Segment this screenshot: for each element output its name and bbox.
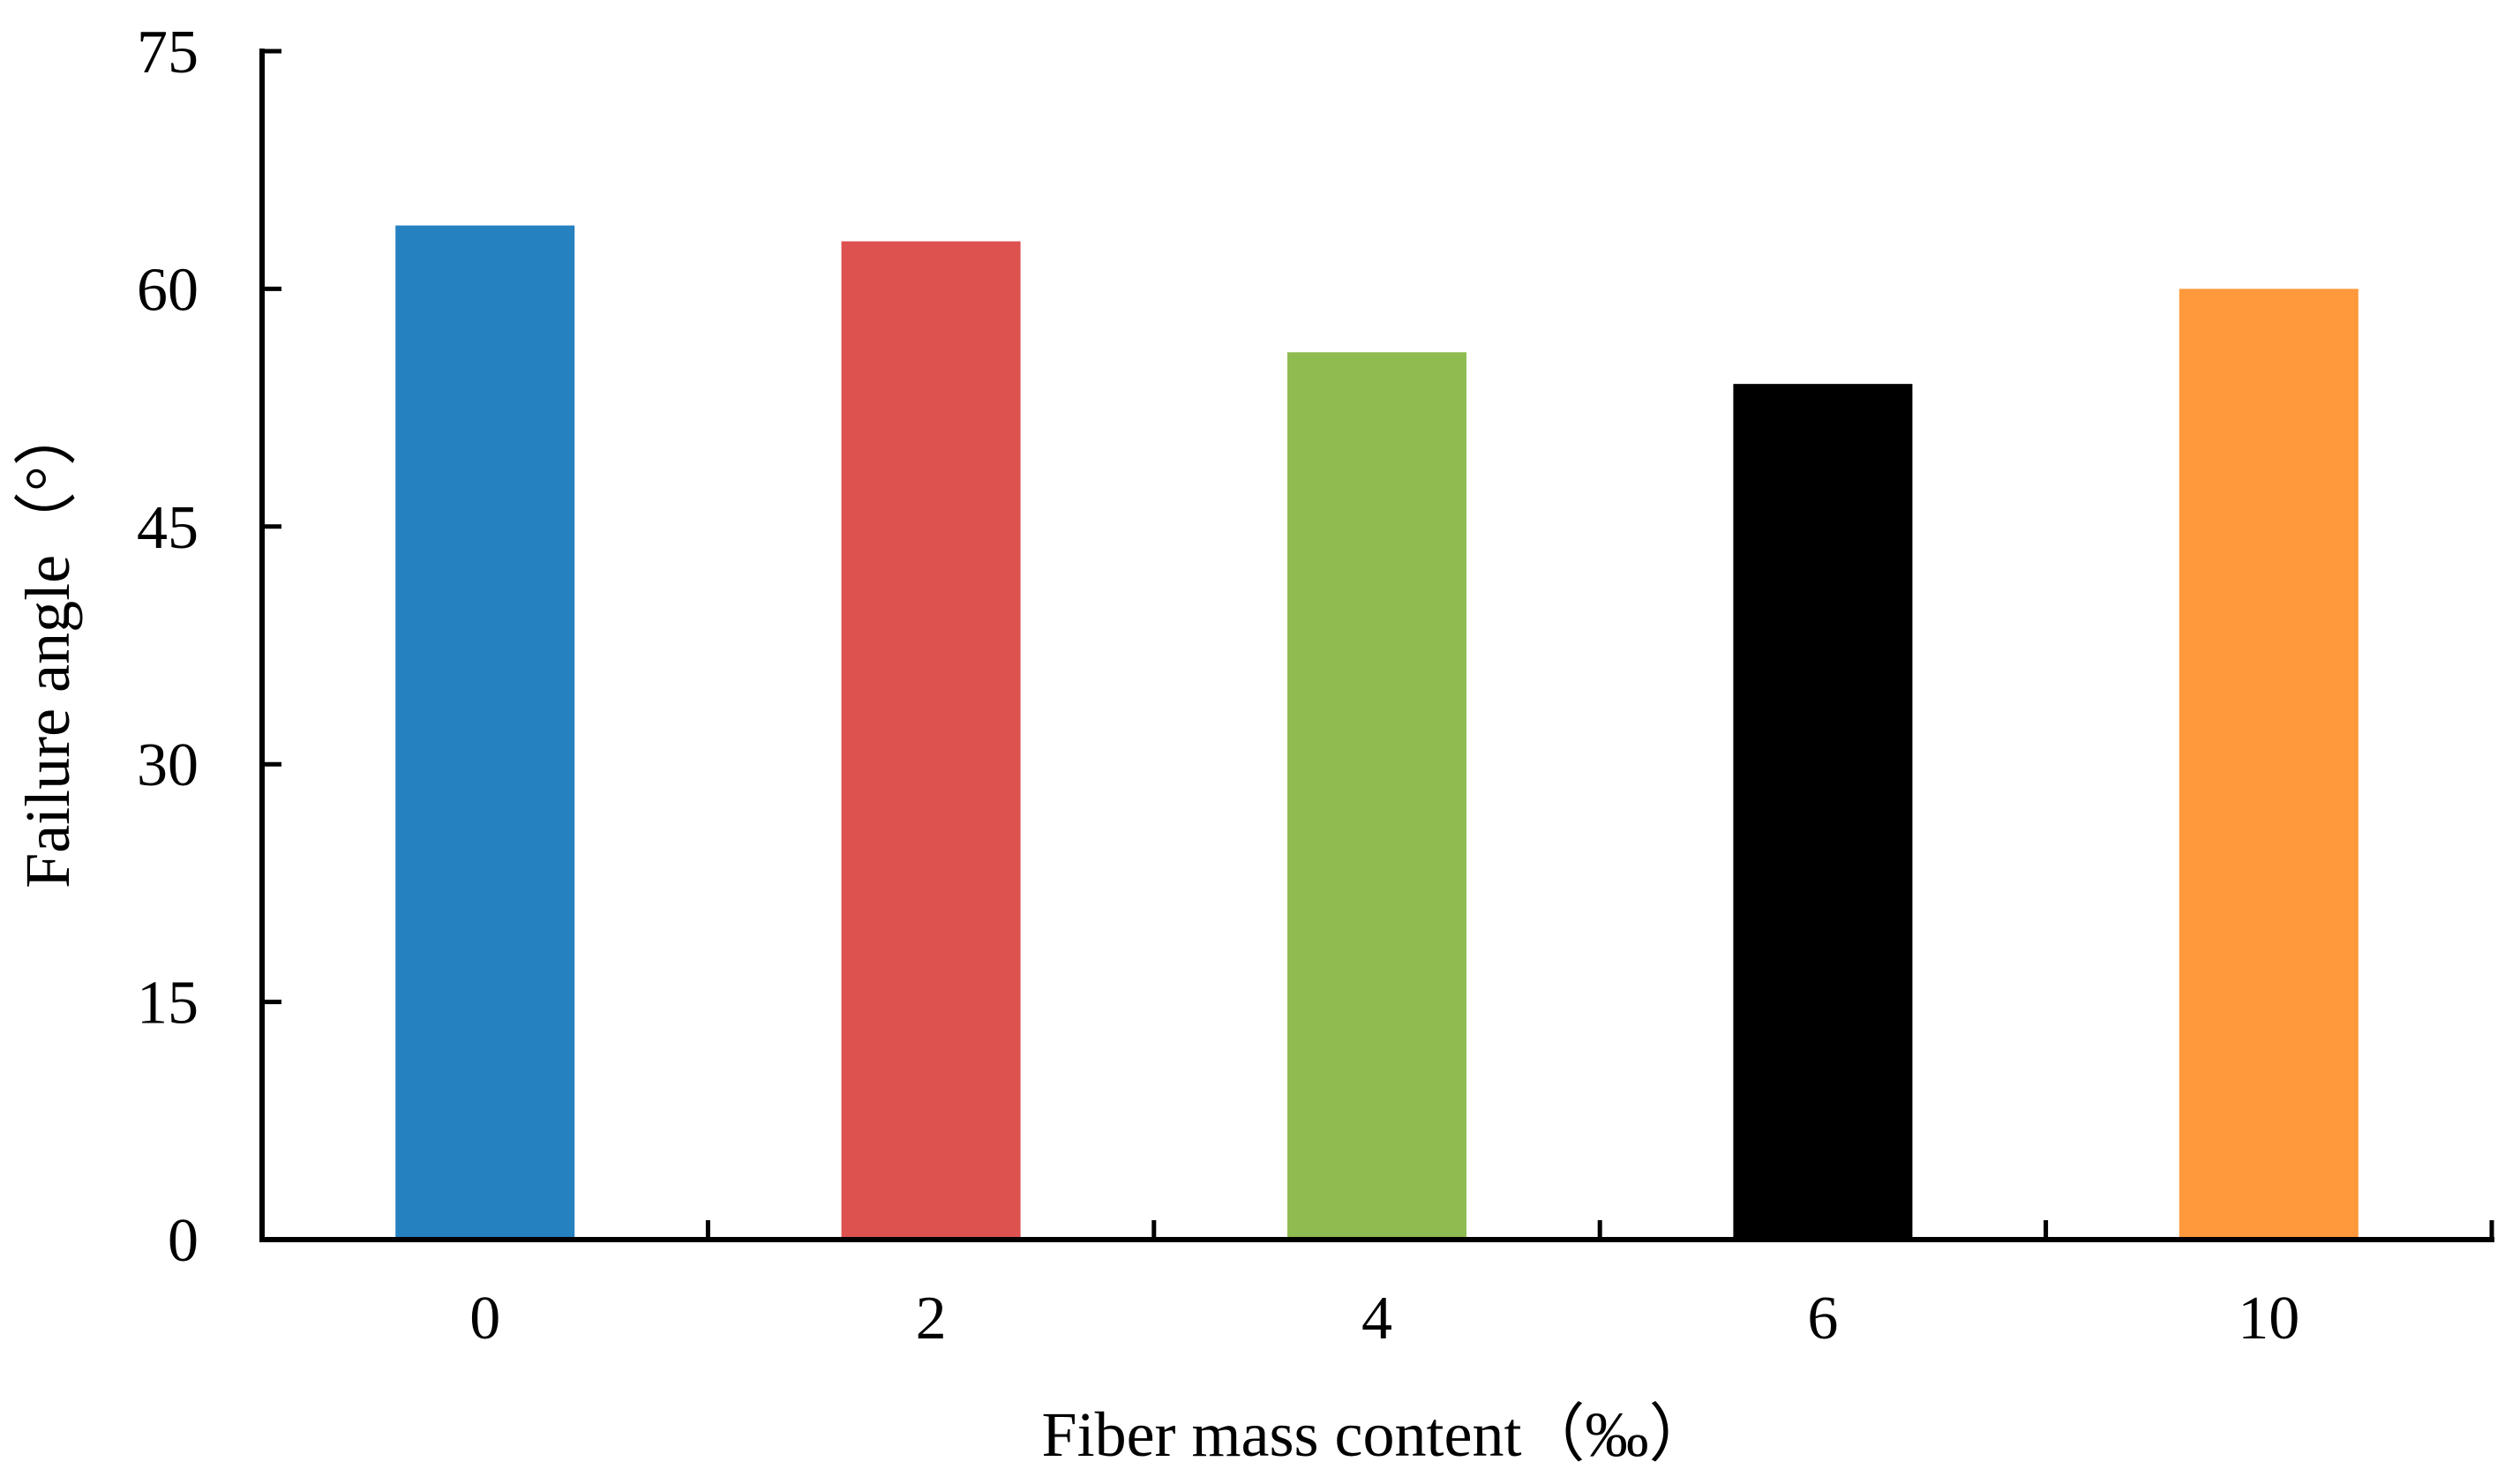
bar-0 — [395, 225, 575, 1240]
x-ticks-group: 0 2 4 6 10 — [259, 1220, 2494, 1353]
x-tick-label-4: 4 — [1361, 1285, 1392, 1353]
y-tick-label-60: 60 — [137, 256, 199, 324]
x-axis-title: Fiber mass content（‰） — [1042, 1399, 1713, 1470]
y-ticks-group: 0 15 30 45 60 75 — [137, 19, 281, 1275]
bar-2 — [841, 241, 1021, 1240]
x-tick-label-6: 6 — [1807, 1285, 1838, 1353]
y-tick-label-75: 75 — [137, 19, 199, 86]
bar-4 — [1287, 352, 1466, 1240]
bars-group — [395, 225, 2359, 1240]
axes-group — [259, 49, 2494, 1242]
bar-6 — [1733, 384, 1913, 1240]
x-tick-label-2: 2 — [916, 1285, 947, 1353]
x-tick-label-0: 0 — [469, 1285, 500, 1353]
y-tick-label-15: 15 — [137, 970, 199, 1038]
y-axis-title: Failure angle（°） — [12, 402, 83, 888]
y-tick-label-0: 0 — [168, 1207, 199, 1275]
bar-10 — [2179, 289, 2359, 1240]
y-tick-label-30: 30 — [137, 731, 199, 799]
x-tick-label-10: 10 — [2238, 1285, 2299, 1353]
y-tick-label-45: 45 — [137, 494, 199, 562]
